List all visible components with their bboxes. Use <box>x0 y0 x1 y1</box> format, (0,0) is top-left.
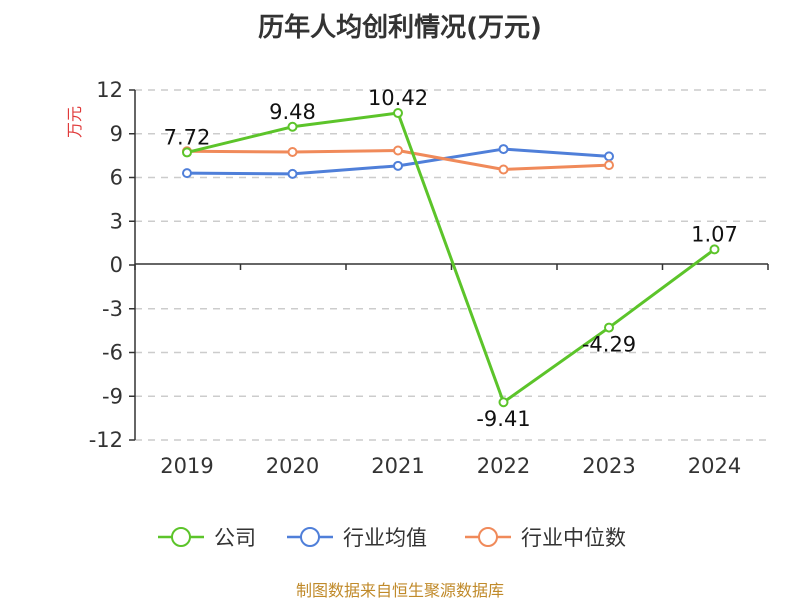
data-point <box>182 147 192 158</box>
x-tick-label: 2023 <box>582 454 635 478</box>
y-tick-label: 12 <box>96 78 123 102</box>
x-tick-label: 2019 <box>160 454 213 478</box>
data-point <box>709 244 720 255</box>
y-tick-label: 9 <box>110 122 123 146</box>
data-point <box>498 144 509 155</box>
legend-label: 行业中位数 <box>521 526 626 550</box>
legend-marker <box>300 527 320 547</box>
y-tick-label: 0 <box>110 253 123 277</box>
y-tick-label: 6 <box>110 166 123 190</box>
legend-label: 公司 <box>214 526 256 550</box>
y-tick-label: -9 <box>102 384 123 408</box>
x-tick-label: 2024 <box>688 454 741 478</box>
chart-title: 历年人均创利情况(万元) <box>258 12 542 43</box>
data-label: 9.48 <box>269 100 316 124</box>
data-point <box>604 160 614 171</box>
data-point <box>604 151 614 162</box>
data-point <box>393 160 403 171</box>
data-point <box>498 397 509 408</box>
y-tick-label: -12 <box>89 428 123 452</box>
x-tick-label: 2020 <box>266 454 319 478</box>
y-axis-label: 万元 <box>65 106 84 138</box>
legend-marker <box>171 527 191 547</box>
y-tick-label: 3 <box>110 209 123 233</box>
series <box>182 108 720 408</box>
data-label: 1.07 <box>691 222 738 246</box>
data-point <box>182 168 192 179</box>
legend-label: 行业均值 <box>343 526 427 550</box>
grid <box>135 89 768 441</box>
data-point <box>604 322 614 333</box>
legend: 公司 行业均值 行业中位数 <box>158 526 626 550</box>
data-label: -9.41 <box>476 407 530 431</box>
x-tick-label: 2021 <box>371 454 424 478</box>
data-label: -4.29 <box>582 333 636 357</box>
data-labels: 7.72 9.48 10.42 -9.41 -4.29 1.07 <box>164 86 738 431</box>
data-point <box>287 146 298 157</box>
data-point <box>393 108 403 119</box>
data-point <box>393 145 403 156</box>
data-label: 7.72 <box>164 125 211 149</box>
data-label: 10.42 <box>368 86 428 110</box>
legend-marker <box>478 527 498 547</box>
source-note: 制图数据来自恒生聚源数据库 <box>296 581 504 600</box>
data-point <box>498 164 509 175</box>
y-tick-label: -3 <box>102 297 123 321</box>
series-line-0 <box>186 111 716 404</box>
data-point <box>287 168 298 179</box>
y-tick-label: -6 <box>102 341 123 365</box>
x-tick-label: 2022 <box>477 454 530 478</box>
data-point <box>287 121 298 132</box>
